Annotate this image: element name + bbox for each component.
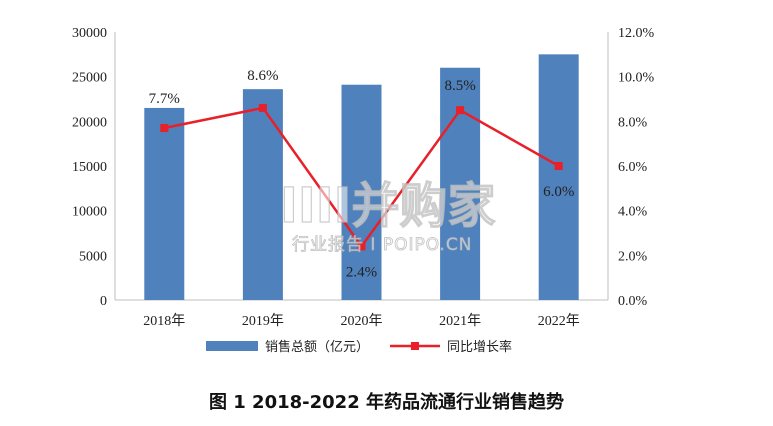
line-series — [160, 103, 563, 251]
line-point — [357, 242, 366, 251]
legend-line-label: 同比增长率 — [447, 339, 512, 355]
line-point — [456, 106, 465, 115]
x-tick-label: 2018年 — [143, 313, 185, 329]
chart-axes: 0 5000 10000 15000 20000 25000 30000 0.0% 2.0% 4.… — [72, 26, 655, 329]
y-left-tick-label: 15000 — [72, 160, 107, 175]
y-left-tick-label: 10000 — [72, 205, 107, 220]
y-left-tick-label: 0 — [100, 294, 107, 309]
legend-bar-swatch — [206, 341, 258, 351]
data-label: 8.6% — [247, 68, 278, 84]
data-label: 2.4% — [346, 264, 377, 280]
y-right-tick-label: 2.0% — [618, 249, 648, 264]
y-right-tick-label: 4.0% — [618, 205, 648, 220]
legend-line-marker — [411, 342, 419, 350]
data-labels: 7.7% 8.6% 2.4% 8.5% 6.0% — [149, 68, 575, 280]
line-point — [258, 103, 267, 112]
legend: 销售总额（亿元） 同比增长率 — [206, 339, 512, 355]
watermark: IIII并购家 行业报告 I POIPO.CN — [279, 177, 496, 255]
x-tick-label: 2021年 — [439, 313, 481, 329]
watermark-sub: 行业报告 I POIPO.CN — [292, 235, 472, 255]
y-left-tick-label: 20000 — [72, 115, 107, 130]
bar-series — [144, 54, 579, 301]
x-tick-label: 2020年 — [341, 313, 383, 329]
figure-caption: 图 1 2018-2022 年药品流通行业销售趋势 — [209, 392, 564, 413]
line-point — [554, 162, 563, 170]
y-left-tick-label: 5000 — [79, 249, 107, 264]
data-label: 6.0% — [543, 184, 574, 200]
data-label: 7.7% — [149, 91, 180, 107]
y-right-tick-label: 0.0% — [618, 294, 648, 309]
line-point — [160, 124, 169, 133]
y-right-tick-label: 12.0% — [618, 26, 655, 41]
y-left-tick-label: 25000 — [72, 71, 107, 86]
data-label: 8.5% — [444, 78, 475, 94]
y-right-tick-label: 8.0% — [618, 115, 648, 130]
y-right-tick-label: 10.0% — [618, 71, 655, 86]
bar — [538, 54, 579, 301]
combo-chart: 0 5000 10000 15000 20000 25000 30000 0.0% 2.0% 4.… — [72, 26, 655, 355]
y-left-tick-label: 30000 — [72, 26, 107, 41]
legend-bar-label: 销售总额（亿元） — [265, 339, 369, 355]
x-tick-label: 2022年 — [538, 313, 580, 329]
y-right-tick-label: 6.0% — [618, 160, 648, 175]
bar — [242, 89, 283, 300]
watermark-main: IIII并购家 — [280, 178, 495, 234]
bar — [341, 84, 382, 300]
bar — [144, 107, 185, 300]
x-tick-label: 2019年 — [242, 313, 284, 329]
